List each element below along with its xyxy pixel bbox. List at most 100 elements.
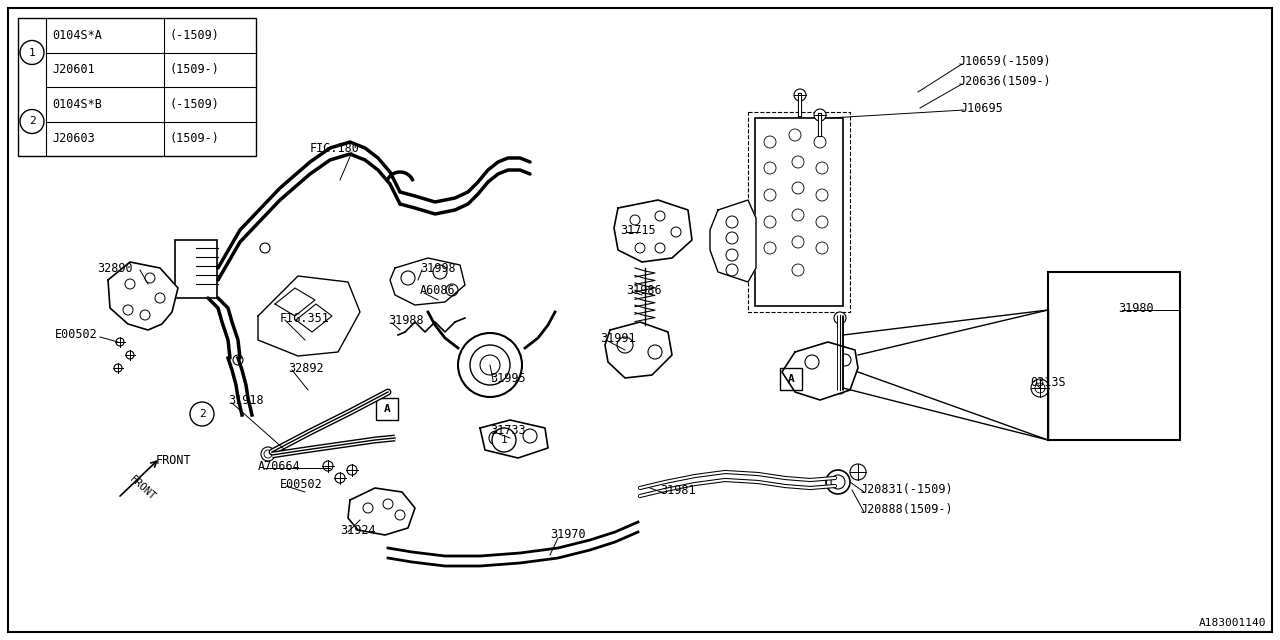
Circle shape <box>20 40 44 65</box>
Circle shape <box>835 382 846 394</box>
Circle shape <box>831 475 845 489</box>
Circle shape <box>817 162 828 174</box>
Circle shape <box>792 182 804 194</box>
Polygon shape <box>710 200 756 282</box>
Circle shape <box>323 461 333 471</box>
Circle shape <box>794 89 806 101</box>
Text: 31986: 31986 <box>626 284 662 296</box>
Circle shape <box>726 249 739 261</box>
Circle shape <box>792 209 804 221</box>
Circle shape <box>458 333 522 397</box>
Circle shape <box>655 211 666 221</box>
Text: J20636(1509-): J20636(1509-) <box>957 76 1051 88</box>
Circle shape <box>383 499 393 509</box>
Circle shape <box>140 310 150 320</box>
Circle shape <box>630 215 640 225</box>
Circle shape <box>792 264 804 276</box>
Circle shape <box>364 503 372 513</box>
Text: FIG.180: FIG.180 <box>310 141 360 154</box>
Text: 32890: 32890 <box>97 262 133 275</box>
Circle shape <box>792 156 804 168</box>
Circle shape <box>792 236 804 248</box>
Text: E00502: E00502 <box>55 328 97 342</box>
Text: 31998: 31998 <box>420 262 456 275</box>
Circle shape <box>125 279 134 289</box>
Polygon shape <box>348 488 415 535</box>
Text: 2: 2 <box>198 409 205 419</box>
Circle shape <box>445 284 458 296</box>
Circle shape <box>814 136 826 148</box>
Text: 31981: 31981 <box>660 483 695 497</box>
Bar <box>18 18 256 156</box>
Circle shape <box>635 243 645 253</box>
Circle shape <box>817 189 828 201</box>
Circle shape <box>764 162 776 174</box>
Circle shape <box>123 305 133 315</box>
Text: (1509-): (1509-) <box>170 63 220 76</box>
Circle shape <box>817 242 828 254</box>
Bar <box>376 398 398 420</box>
Circle shape <box>764 136 776 148</box>
Text: 31995: 31995 <box>490 371 526 385</box>
Circle shape <box>850 464 867 480</box>
Circle shape <box>470 345 509 385</box>
Circle shape <box>189 402 214 426</box>
Text: J10659(-1509): J10659(-1509) <box>957 56 1051 68</box>
Text: 31924: 31924 <box>340 524 375 536</box>
Circle shape <box>260 243 270 253</box>
Circle shape <box>114 364 122 372</box>
Bar <box>175 240 218 298</box>
Text: 31988: 31988 <box>388 314 424 326</box>
Circle shape <box>726 264 739 276</box>
Circle shape <box>433 265 447 279</box>
Bar <box>780 368 803 390</box>
Circle shape <box>655 243 666 253</box>
Text: 31715: 31715 <box>620 223 655 237</box>
Bar <box>755 118 844 306</box>
Circle shape <box>805 355 819 369</box>
Text: A6086: A6086 <box>420 284 456 296</box>
Text: 2: 2 <box>28 116 36 127</box>
Text: 0104S*B: 0104S*B <box>52 98 102 111</box>
Circle shape <box>1036 383 1044 393</box>
Circle shape <box>145 273 155 283</box>
Text: 0104S*A: 0104S*A <box>52 29 102 42</box>
Text: 1: 1 <box>500 435 507 445</box>
Text: J20888(1509-): J20888(1509-) <box>860 504 952 516</box>
Polygon shape <box>782 342 858 400</box>
Text: J20601: J20601 <box>52 63 95 76</box>
Polygon shape <box>605 322 672 378</box>
Text: A: A <box>787 374 795 384</box>
Text: 31970: 31970 <box>550 529 586 541</box>
Polygon shape <box>259 276 360 356</box>
Circle shape <box>814 109 826 121</box>
Circle shape <box>489 431 503 445</box>
Text: FRONT: FRONT <box>128 474 157 502</box>
Text: A: A <box>384 404 390 414</box>
Text: 31918: 31918 <box>228 394 264 406</box>
Polygon shape <box>275 288 315 316</box>
Circle shape <box>671 227 681 237</box>
Text: (-1509): (-1509) <box>170 98 220 111</box>
Text: E00502: E00502 <box>280 477 323 490</box>
Text: 31991: 31991 <box>600 332 636 344</box>
Circle shape <box>20 109 44 134</box>
Circle shape <box>261 447 275 461</box>
Circle shape <box>835 312 846 324</box>
Text: 31733: 31733 <box>490 424 526 436</box>
Circle shape <box>264 450 273 458</box>
Polygon shape <box>296 304 332 332</box>
Circle shape <box>726 216 739 228</box>
Circle shape <box>826 470 850 494</box>
Text: A183001140: A183001140 <box>1198 618 1266 628</box>
Circle shape <box>648 345 662 359</box>
Text: 31980: 31980 <box>1117 301 1153 314</box>
Circle shape <box>155 293 165 303</box>
Circle shape <box>524 429 538 443</box>
Circle shape <box>125 351 134 359</box>
Text: 32892: 32892 <box>288 362 324 374</box>
Polygon shape <box>108 262 178 330</box>
Circle shape <box>480 355 500 375</box>
Circle shape <box>764 189 776 201</box>
Text: (1509-): (1509-) <box>170 132 220 145</box>
